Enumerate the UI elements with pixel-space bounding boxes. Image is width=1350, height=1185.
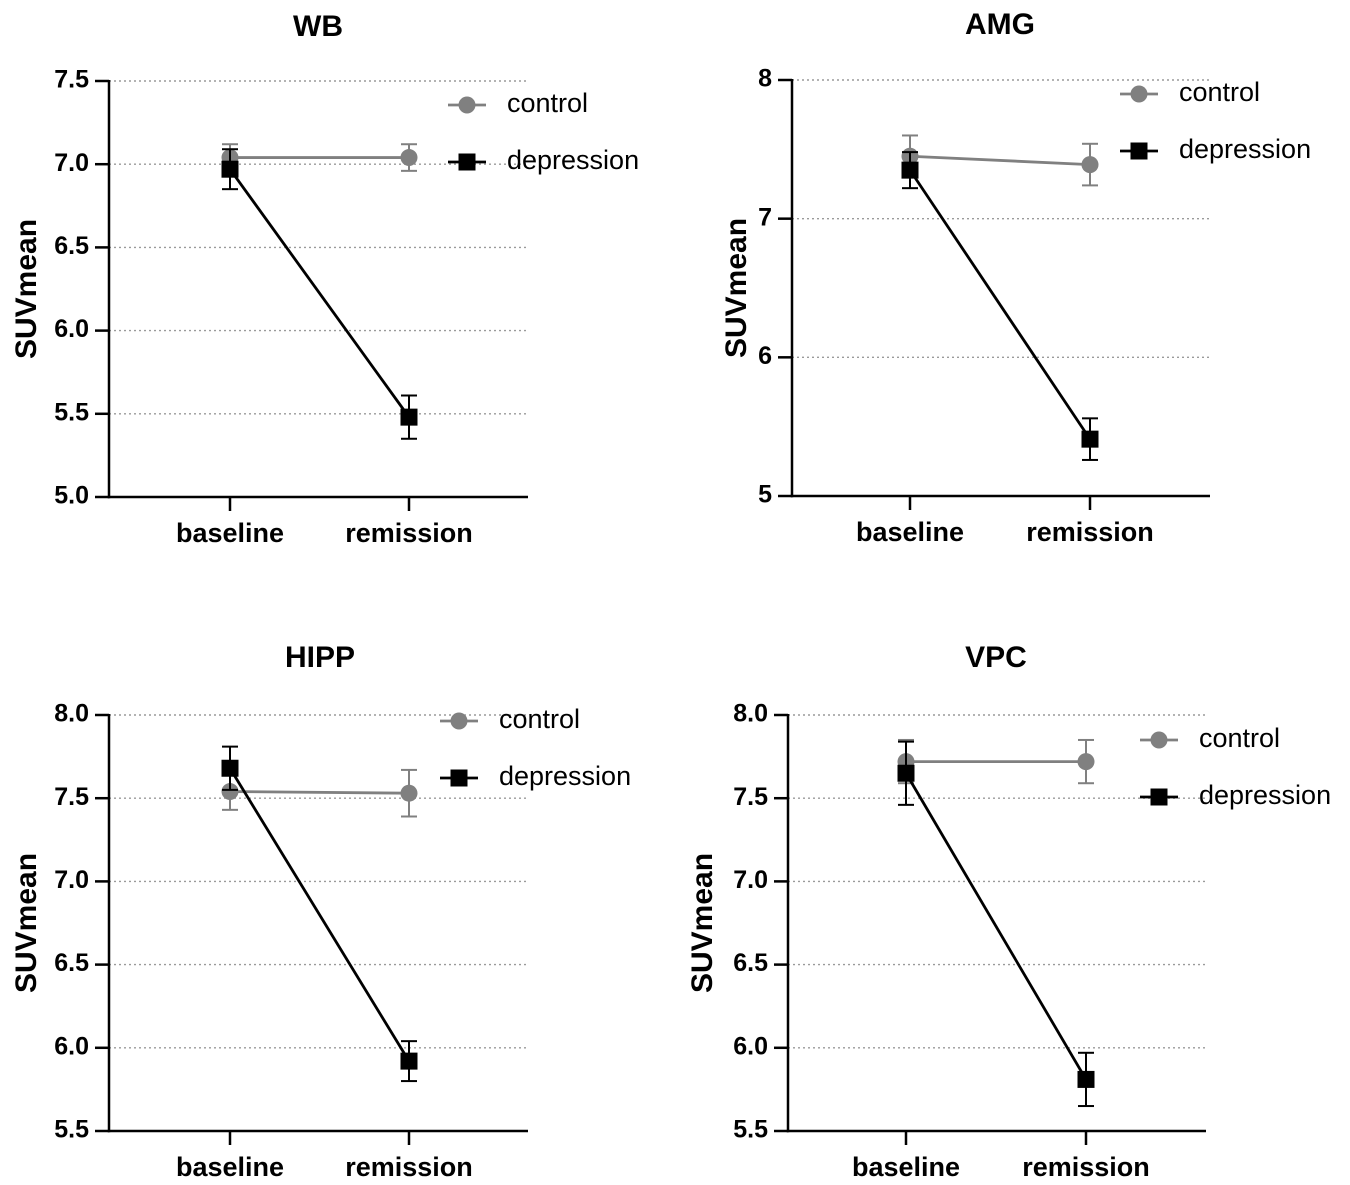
legend-label: depression bbox=[499, 761, 631, 791]
legend-marker bbox=[1150, 731, 1168, 749]
y-tick-label: 6.5 bbox=[54, 232, 89, 260]
y-tick-label: 7.5 bbox=[733, 783, 768, 811]
y-tick-label: 6.0 bbox=[54, 315, 89, 343]
legend-label: depression bbox=[507, 145, 639, 175]
legend-label: depression bbox=[1179, 134, 1311, 164]
legend-label: control bbox=[1179, 77, 1260, 107]
data-point bbox=[901, 161, 919, 179]
series-depression bbox=[221, 745, 418, 1083]
y-tick-label: 8 bbox=[758, 65, 772, 93]
series-depression bbox=[221, 148, 418, 440]
legend-marker bbox=[450, 769, 468, 787]
legend-entry-depression: depression bbox=[1120, 134, 1311, 164]
x-tick-label: remission bbox=[345, 518, 473, 548]
y-tick-label: 7.0 bbox=[733, 866, 768, 894]
chart-panel-hipp: HIPP SUVmean 5.5 6.0 6.5 7.0 7.5 8.0 baseline rem… bbox=[10, 641, 631, 1182]
y-tick-label: 8.0 bbox=[733, 700, 768, 728]
y-tick-label: 5 bbox=[758, 481, 772, 509]
legend-entry-depression: depression bbox=[440, 761, 631, 791]
series-line bbox=[908, 169, 1092, 440]
x-tick-label: baseline bbox=[856, 517, 964, 547]
legend-label: depression bbox=[1199, 780, 1331, 810]
y-tick-label: 8.0 bbox=[54, 700, 89, 728]
legend-entry-control: control bbox=[448, 88, 588, 118]
series-line bbox=[228, 168, 411, 418]
x-tick-label: baseline bbox=[176, 1152, 284, 1180]
series-depression bbox=[901, 151, 1099, 461]
data-point bbox=[1081, 156, 1099, 174]
series-depression bbox=[897, 740, 1095, 1108]
legend-marker bbox=[450, 712, 468, 730]
y-axis-label: SUVmean bbox=[720, 218, 753, 358]
y-tick-label: 7.5 bbox=[54, 783, 89, 811]
legend-entry-control: control bbox=[440, 704, 580, 734]
y-tick-label: 5.5 bbox=[733, 1116, 768, 1144]
data-point bbox=[221, 160, 239, 178]
chart-title: HIPP bbox=[285, 641, 355, 674]
data-point bbox=[400, 408, 418, 426]
data-point bbox=[221, 783, 239, 801]
legend-marker bbox=[1150, 788, 1168, 806]
legend-label: control bbox=[507, 88, 588, 118]
data-point bbox=[1077, 753, 1095, 771]
legend-marker bbox=[1130, 85, 1148, 103]
data-point bbox=[400, 149, 418, 167]
series-control bbox=[901, 134, 1099, 187]
y-tick-label: 5.0 bbox=[54, 482, 89, 510]
data-point bbox=[221, 759, 239, 777]
x-tick-label: remission bbox=[1026, 517, 1154, 547]
y-tick-label: 6.5 bbox=[733, 949, 768, 977]
y-tick-label: 7.0 bbox=[54, 149, 89, 177]
chart-title: VPC bbox=[965, 641, 1027, 674]
legend-entry-control: control bbox=[1120, 77, 1260, 107]
y-tick-label: 6.0 bbox=[54, 1032, 89, 1060]
series-line bbox=[904, 772, 1088, 1081]
y-axis-label: SUVmean bbox=[10, 219, 43, 359]
chart-panel-wb: WB SUVmean 5.0 5.5 6.0 6.5 7.0 7.5 baseline remis… bbox=[10, 10, 639, 548]
y-tick-label: 6 bbox=[758, 342, 772, 370]
y-tick-label: 5.5 bbox=[54, 1116, 89, 1144]
y-tick-label: 6.0 bbox=[733, 1032, 768, 1060]
legend-entry-control: control bbox=[1140, 723, 1280, 753]
data-point bbox=[1081, 430, 1099, 448]
legend-marker bbox=[458, 96, 476, 114]
series-control bbox=[897, 738, 1095, 785]
y-tick-label: 7 bbox=[758, 203, 772, 231]
x-tick-label: baseline bbox=[852, 1152, 960, 1180]
y-tick-label: 7.0 bbox=[54, 866, 89, 894]
legend-entry-depression: depression bbox=[448, 145, 639, 175]
x-tick-label: remission bbox=[1022, 1152, 1150, 1180]
y-tick-label: 7.5 bbox=[54, 66, 89, 94]
data-point bbox=[897, 764, 915, 782]
y-tick-label: 6.5 bbox=[54, 949, 89, 977]
y-axis-label: SUVmean bbox=[686, 853, 719, 993]
series-control bbox=[221, 768, 418, 818]
legend-marker bbox=[458, 153, 476, 171]
chart-panel-amg: AMG SUVmean 5 6 7 8 baseline remission control de… bbox=[720, 8, 1311, 547]
y-axis-label: SUVmean bbox=[10, 853, 43, 993]
x-tick-label: baseline bbox=[176, 518, 284, 548]
chart-panel-vpc: VPC SUVmean 5.5 6.0 6.5 7.0 7.5 8.0 baseline remi… bbox=[686, 641, 1331, 1182]
chart-title: AMG bbox=[965, 8, 1035, 41]
legend-label: control bbox=[499, 704, 580, 734]
series-line bbox=[909, 154, 1091, 166]
data-point bbox=[400, 784, 418, 802]
series-control bbox=[221, 143, 418, 172]
data-point bbox=[400, 1052, 418, 1070]
y-tick-label: 5.5 bbox=[54, 398, 89, 426]
legend-marker bbox=[1130, 142, 1148, 160]
legend-label: control bbox=[1199, 723, 1280, 753]
data-point bbox=[1077, 1070, 1095, 1088]
series-line bbox=[228, 767, 411, 1062]
series-line bbox=[229, 790, 410, 795]
chart-title: WB bbox=[293, 10, 343, 43]
legend-entry-depression: depression bbox=[1140, 780, 1331, 810]
x-tick-label: remission bbox=[345, 1152, 473, 1180]
